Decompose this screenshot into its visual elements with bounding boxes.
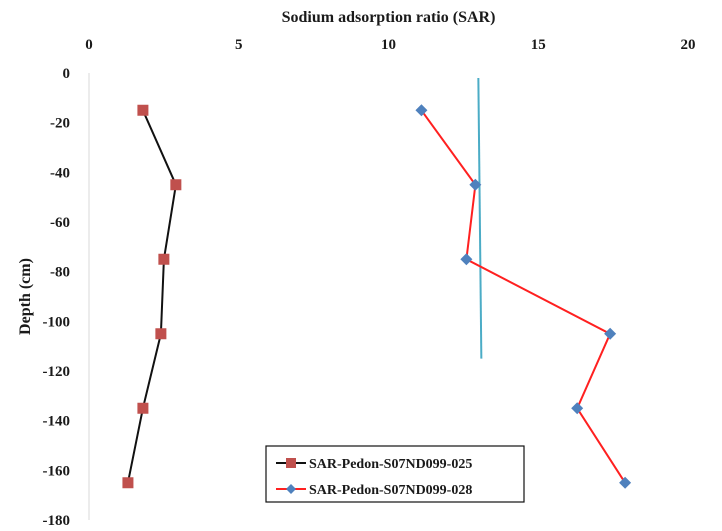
series-2-point bbox=[415, 104, 428, 117]
legend-marker-1 bbox=[286, 458, 296, 468]
series-line-1 bbox=[126, 109, 177, 483]
series-1-point bbox=[158, 253, 170, 265]
x-tick-label: 0 bbox=[85, 37, 93, 53]
y-tick-label: -100 bbox=[43, 314, 71, 330]
legend: SAR-Pedon-S07ND099-025 SAR-Pedon-S07ND099… bbox=[265, 445, 525, 503]
y-tick-label: -80 bbox=[50, 265, 70, 281]
y-tick-label: -40 bbox=[50, 165, 70, 181]
legend-marker-2 bbox=[286, 484, 296, 494]
legend-label-2: SAR-Pedon-S07ND099-028 bbox=[309, 483, 472, 498]
y-axis-title: Depth (cm) bbox=[17, 258, 34, 335]
y-tick-label: -120 bbox=[43, 364, 71, 380]
x-tick-label: 10 bbox=[381, 37, 396, 53]
legend-label-1: SAR-Pedon-S07ND099-025 bbox=[309, 457, 472, 472]
series-2-point bbox=[460, 253, 473, 266]
y-tick-label: -20 bbox=[50, 116, 70, 132]
series-2-point bbox=[619, 476, 632, 489]
series-1-point bbox=[170, 179, 182, 191]
plot-area bbox=[122, 77, 632, 489]
x-tick-label: 15 bbox=[531, 37, 546, 53]
y-tick-label: -180 bbox=[43, 513, 71, 529]
series-line-2 bbox=[420, 109, 626, 484]
legend-box bbox=[265, 445, 525, 503]
series-1-point bbox=[122, 477, 134, 489]
series-2-point bbox=[571, 402, 584, 415]
series-1-point bbox=[137, 402, 149, 414]
y-tick-label: -140 bbox=[43, 414, 71, 430]
x-tick-labels: 0 5 10 15 20 bbox=[85, 37, 695, 53]
y-tick-labels: 0 -20 -40 -60 -80 -100 -120 -140 -160 -180 bbox=[43, 66, 71, 529]
series-2-point bbox=[604, 327, 617, 340]
x-axis-title: Sodium adsorption ratio (SAR) bbox=[282, 9, 496, 26]
y-tick-label: -60 bbox=[50, 215, 70, 231]
y-tick-label: -160 bbox=[43, 463, 71, 479]
x-tick-label: 20 bbox=[681, 37, 696, 53]
reference-line bbox=[477, 77, 483, 359]
series-2-point bbox=[469, 178, 482, 191]
x-tick-label: 5 bbox=[235, 37, 243, 53]
series-1-point bbox=[155, 328, 167, 340]
series-1-point bbox=[137, 104, 149, 116]
y-tick-label: 0 bbox=[63, 66, 71, 82]
